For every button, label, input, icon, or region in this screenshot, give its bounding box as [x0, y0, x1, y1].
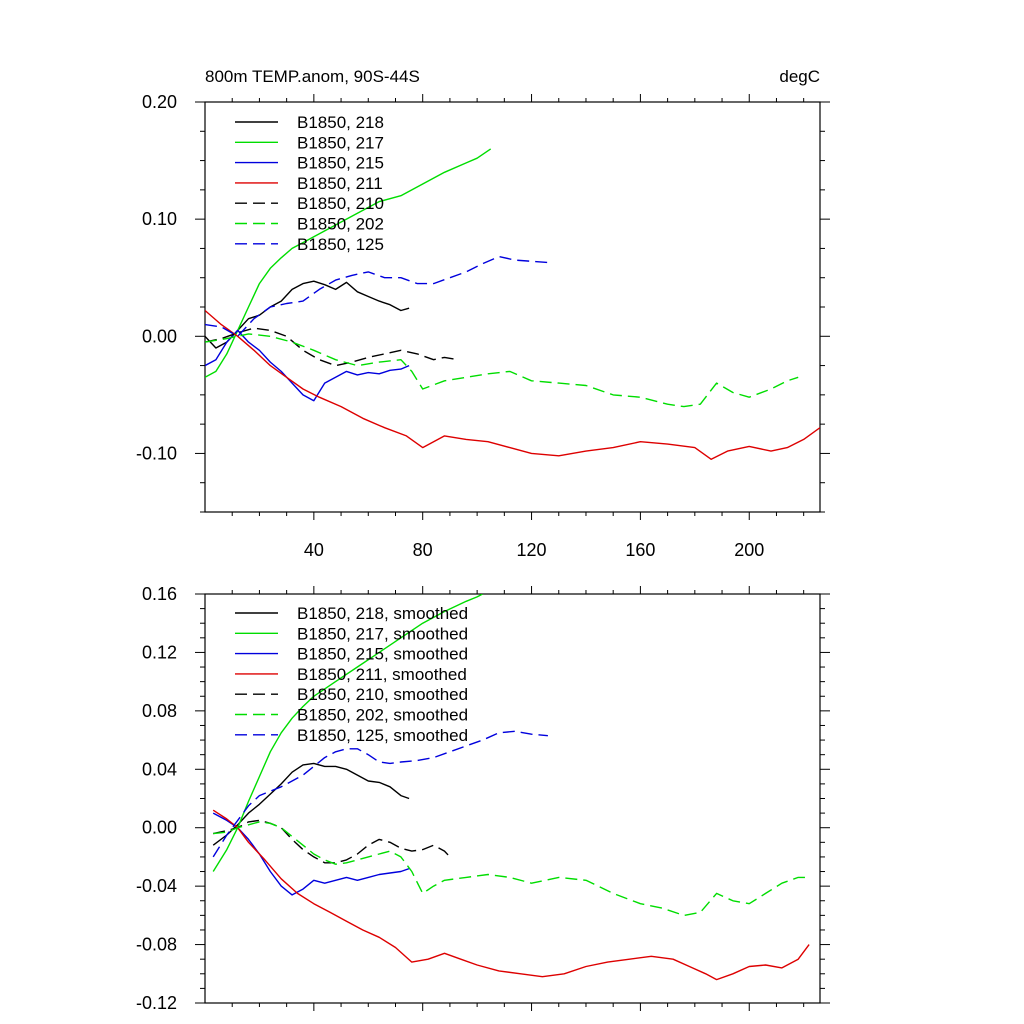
y-tick-label: -0.10 [136, 443, 177, 463]
bottom-panel: -0.12 -0.08 -0.04 0.00 0.04 0.08 0.12 0.16 B1850… [136, 584, 830, 1013]
legend-label: B1850, 218, smoothed [297, 604, 468, 623]
y-tick-label: 0.12 [142, 642, 177, 662]
legend-label: B1850, 125, smoothed [297, 726, 468, 745]
legend-label: B1850, 211, smoothed [297, 665, 467, 684]
y-tick-label: -0.08 [136, 935, 177, 955]
top-panel: 800m TEMP.anom, 90S-44S degC 40 80 120 160 2… [136, 67, 830, 560]
series-line [212, 594, 483, 872]
x-tick-label: 80 [413, 540, 433, 560]
x-tick-label: 40 [304, 540, 324, 560]
y-tick-label: 0.00 [142, 326, 177, 346]
series-line [205, 280, 410, 349]
legend-label: B1850, 218 [297, 113, 384, 132]
legend-label: B1850, 217, smoothed [297, 624, 468, 643]
series-line [205, 148, 492, 378]
series-line [212, 762, 410, 846]
series-line [212, 809, 810, 981]
units-label: degC [779, 67, 820, 86]
series-line [205, 327, 459, 367]
y-tick-label: -0.04 [136, 876, 177, 896]
y-tick-label: 0.20 [142, 92, 177, 112]
series-line [205, 255, 548, 337]
legend-label: B1850, 210 [297, 194, 384, 213]
series-line [205, 333, 799, 408]
legend-label: B1850, 215 [297, 154, 384, 173]
y-tick-label: 0.04 [142, 759, 177, 779]
y-tick-label: 0.00 [142, 818, 177, 838]
series-line [212, 812, 410, 896]
legend-label: B1850, 217 [297, 133, 384, 152]
series-line [213, 821, 810, 917]
x-tick-label: 120 [517, 540, 547, 560]
series-line [205, 329, 410, 402]
y-tick-label: 0.16 [142, 584, 177, 604]
y-tick-label: 0.08 [142, 701, 177, 721]
legend-label: B1850, 210, smoothed [297, 685, 468, 704]
series-line [213, 819, 451, 864]
series-line [212, 730, 548, 858]
legend-label: B1850, 125 [297, 235, 384, 254]
chart-title: 800m TEMP.anom, 90S-44S [205, 67, 420, 86]
legend-label: B1850, 211 [297, 174, 383, 193]
series-line [205, 309, 820, 460]
y-tick-label: -0.12 [136, 993, 177, 1013]
x-tick-label: 160 [625, 540, 655, 560]
y-tick-label: 0.10 [142, 209, 177, 229]
legend-label: B1850, 202 [297, 215, 384, 234]
legend-label: B1850, 215, smoothed [297, 645, 468, 664]
legend-label: B1850, 202, smoothed [297, 706, 468, 725]
x-tick-label: 200 [734, 540, 764, 560]
